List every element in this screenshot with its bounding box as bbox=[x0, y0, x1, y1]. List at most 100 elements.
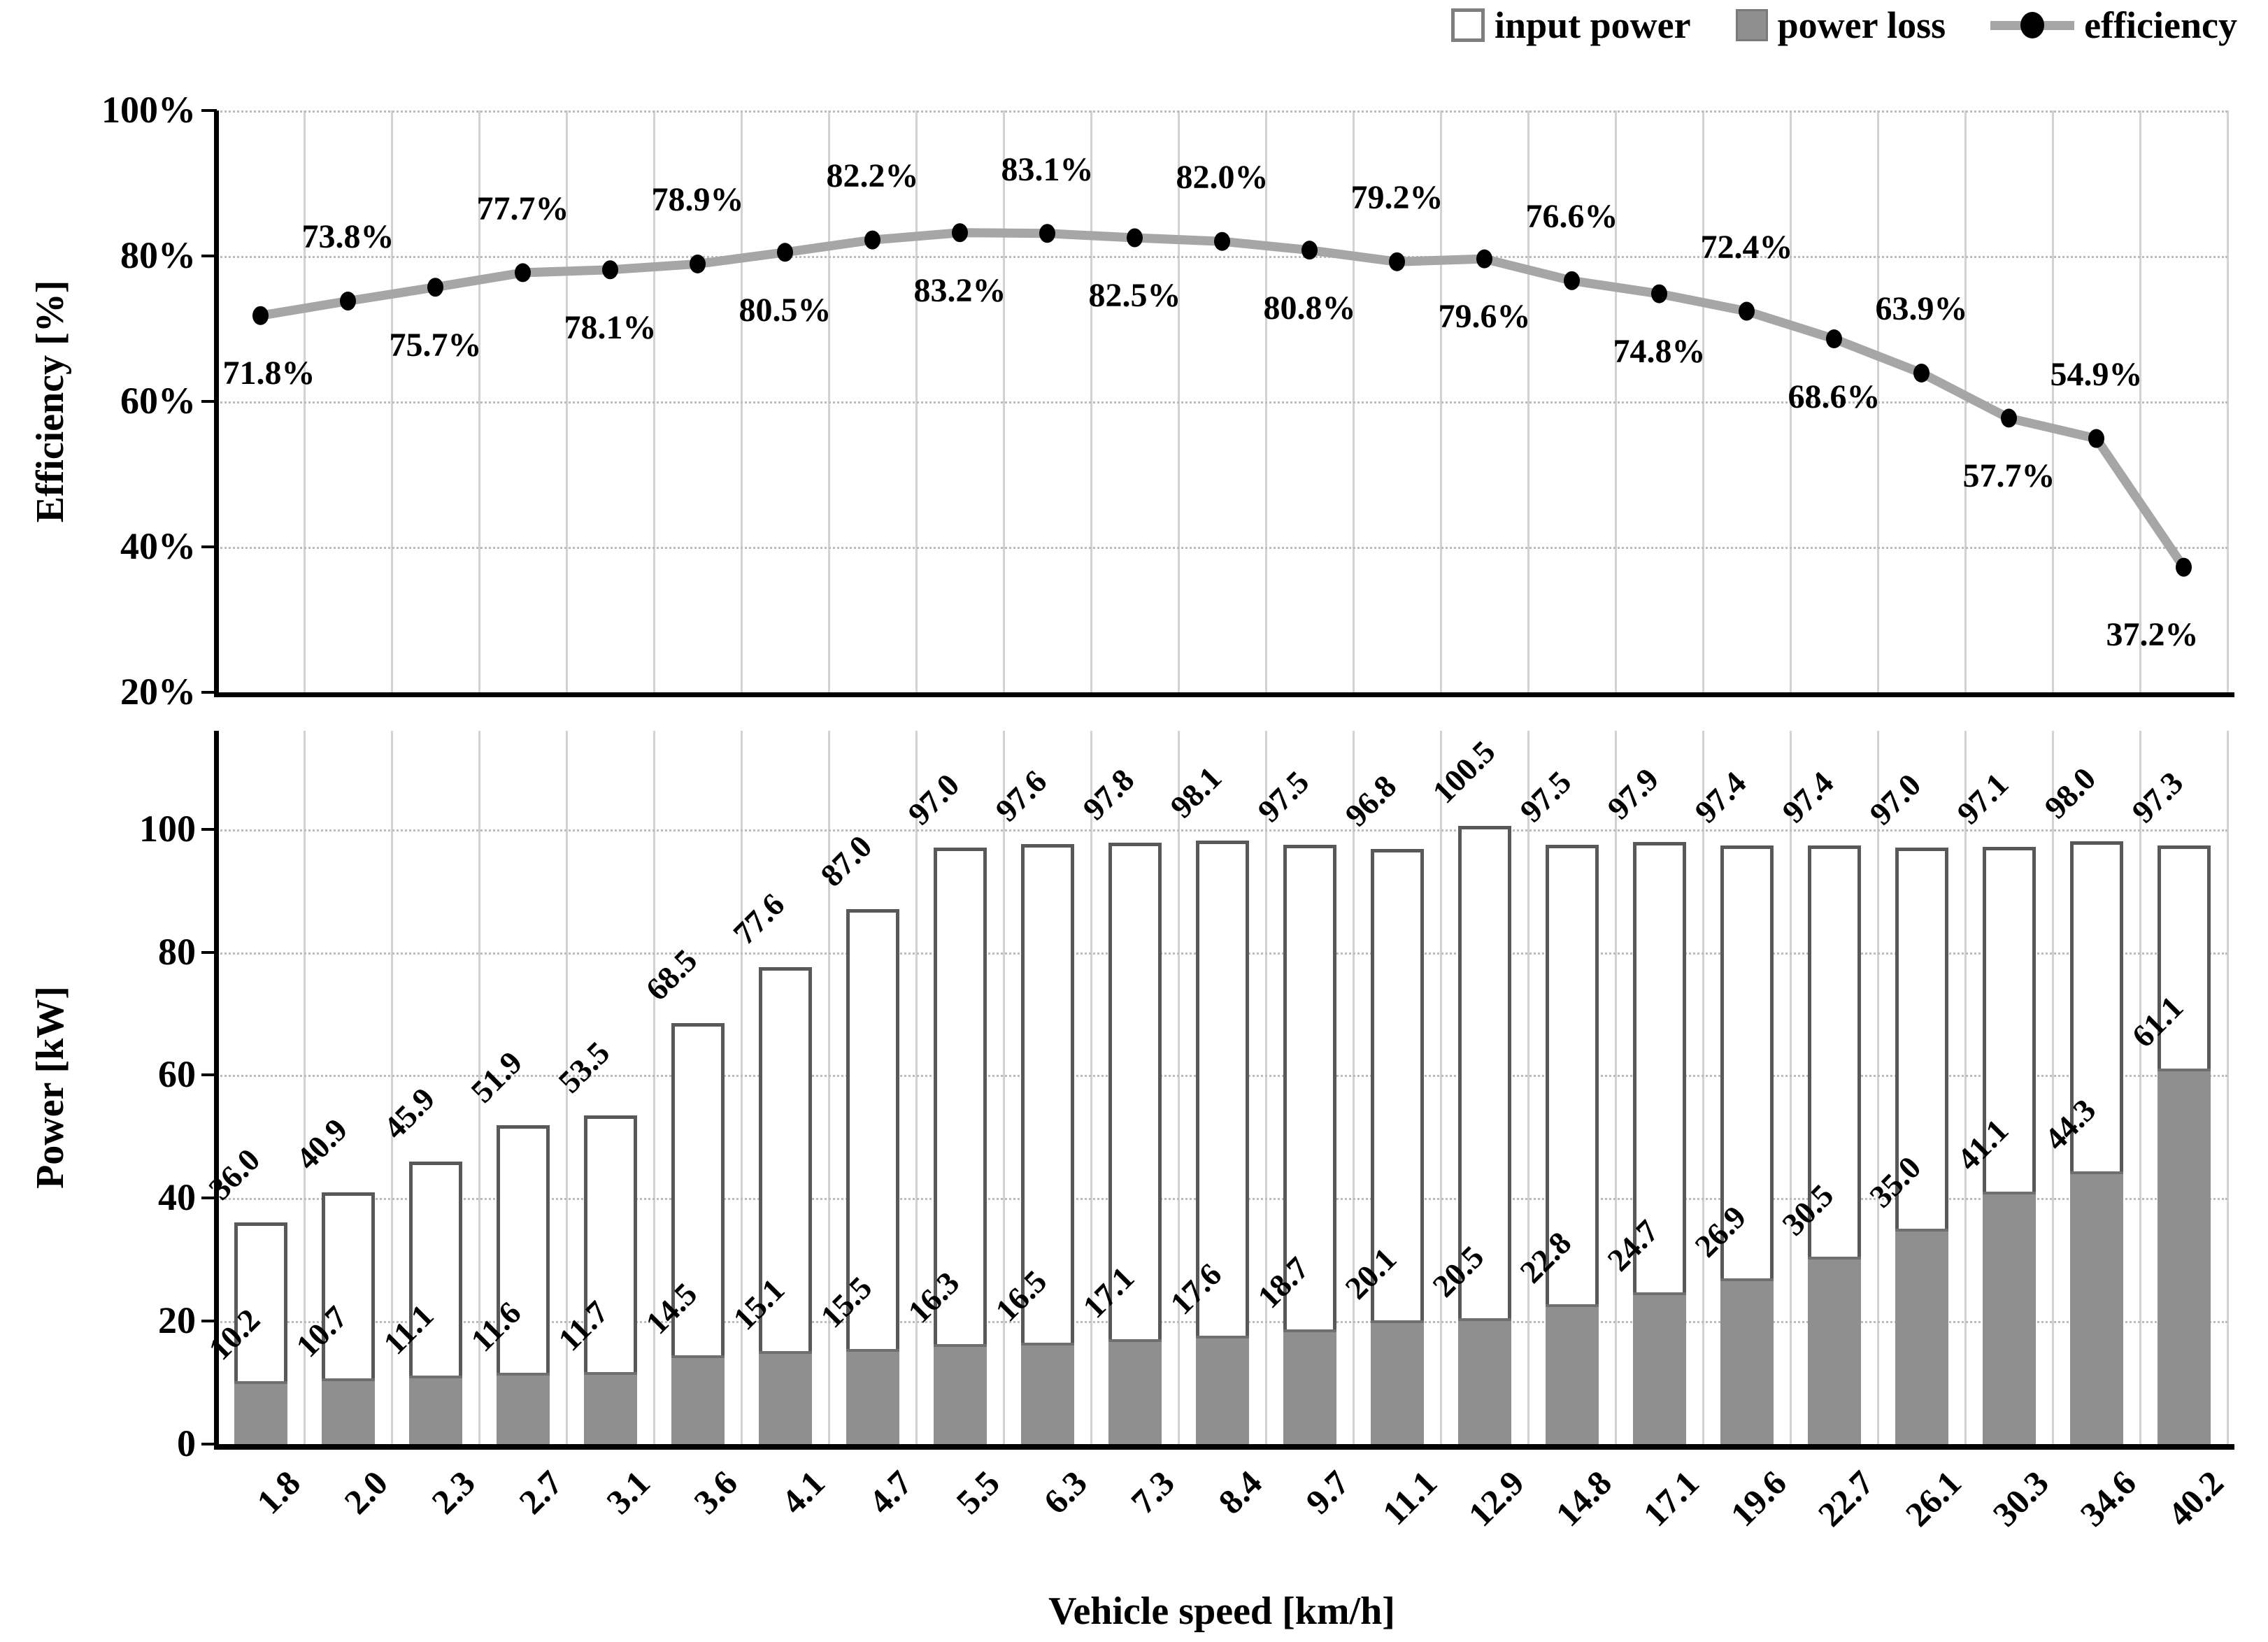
legend-label-efficiency: efficiency bbox=[2084, 4, 2237, 46]
gridline-vertical bbox=[478, 731, 480, 1444]
gridline-vertical bbox=[2052, 731, 2054, 1444]
efficiency-y-tick-label: 40% bbox=[120, 525, 196, 567]
efficiency-marker bbox=[1564, 271, 1580, 290]
power-loss-bar bbox=[1982, 1191, 2036, 1444]
efficiency-marker bbox=[1826, 329, 1842, 349]
efficiency-marker bbox=[2176, 557, 2192, 577]
efficiency-marker bbox=[1039, 224, 1055, 243]
power-y-tick-mark bbox=[201, 1320, 217, 1323]
efficiency-marker bbox=[1301, 241, 1318, 260]
efficiency-marker bbox=[1127, 228, 1143, 248]
power-y-tick-label: 60 bbox=[158, 1053, 196, 1096]
efficiency-point-label: 76.6% bbox=[1525, 198, 1618, 236]
power-loss-bar bbox=[321, 1378, 375, 1444]
power-loss-bar bbox=[1195, 1336, 1249, 1444]
gridline-vertical bbox=[304, 731, 306, 1444]
gridline-vertical bbox=[1178, 731, 1180, 1444]
power-loss-bar bbox=[1370, 1320, 1424, 1444]
gridline-vertical bbox=[1790, 731, 1792, 1444]
efficiency-y-tick-mark bbox=[201, 691, 217, 694]
gridline-vertical bbox=[1265, 731, 1267, 1444]
power-loss-bar bbox=[1895, 1229, 1948, 1444]
gridline-horizontal bbox=[217, 401, 2227, 404]
efficiency-marker bbox=[252, 306, 269, 325]
gridline-vertical bbox=[2139, 731, 2141, 1444]
gridline-vertical bbox=[391, 731, 393, 1444]
gridline-vertical bbox=[1702, 731, 1704, 1444]
efficiency-y-tick-label: 100% bbox=[101, 89, 196, 131]
efficiency-marker bbox=[690, 254, 706, 273]
power-loss-bar bbox=[583, 1372, 637, 1444]
power-y-tick-mark bbox=[201, 827, 217, 831]
efficiency-y-tick-mark bbox=[201, 109, 217, 112]
x-axis-title: Vehicle speed [km/h] bbox=[1048, 1590, 1395, 1633]
power-loss-bar bbox=[2069, 1171, 2123, 1444]
gridline-vertical bbox=[915, 731, 918, 1444]
efficiency-point-label: 73.8% bbox=[301, 218, 394, 256]
power-loss-bar bbox=[671, 1355, 725, 1444]
efficiency-point-label: 75.7% bbox=[389, 326, 482, 364]
efficiency-point-label: 37.2% bbox=[2106, 616, 2199, 654]
power-loss-bar bbox=[1457, 1318, 1511, 1444]
efficiency-marker bbox=[864, 230, 880, 250]
power-loss-bar bbox=[1108, 1338, 1162, 1444]
efficiency-marker bbox=[2088, 429, 2104, 448]
gridline-vertical bbox=[2227, 110, 2229, 692]
legend-item-efficiency: efficiency bbox=[1990, 4, 2237, 46]
efficiency-point-label: 63.9% bbox=[1875, 290, 1968, 328]
gridline-horizontal bbox=[217, 547, 2227, 549]
efficiency-point-label: 82.2% bbox=[826, 157, 919, 195]
efficiency-y-tick-mark bbox=[201, 545, 217, 548]
efficiency-point-label: 78.9% bbox=[651, 181, 744, 219]
power-loss-bar bbox=[2157, 1068, 2211, 1444]
power-loss-bar bbox=[1020, 1342, 1074, 1444]
efficiency-point-label: 83.2% bbox=[913, 271, 1006, 309]
power-loss-bar bbox=[1807, 1256, 1861, 1444]
power-y-tick-mark bbox=[201, 1197, 217, 1200]
efficiency-marker bbox=[777, 243, 793, 262]
gridline-vertical bbox=[1003, 731, 1005, 1444]
efficiency-marker bbox=[1651, 284, 1667, 304]
efficiency-point-label: 72.4% bbox=[1700, 229, 1793, 266]
efficiency-marker bbox=[340, 291, 356, 310]
efficiency-point-label: 54.9% bbox=[2050, 356, 2143, 394]
efficiency-y-tick-mark bbox=[201, 255, 217, 257]
power-y-tick-mark bbox=[201, 1073, 217, 1077]
gridline-vertical bbox=[1440, 731, 1442, 1444]
legend-label-input-power: input power bbox=[1495, 4, 1691, 46]
power-y-tick-label: 40 bbox=[158, 1176, 196, 1219]
efficiency-point-label: 71.8% bbox=[222, 355, 315, 392]
gridline-vertical bbox=[741, 731, 743, 1444]
gridline-vertical bbox=[2227, 731, 2229, 1444]
power-loss-bar bbox=[1283, 1329, 1336, 1444]
gridline-horizontal bbox=[217, 110, 2227, 113]
power-loss-swatch-icon bbox=[1735, 9, 1768, 41]
efficiency-marker bbox=[602, 260, 618, 280]
legend: input power power loss efficiency bbox=[1451, 4, 2237, 46]
efficiency-y-tick-label: 80% bbox=[120, 234, 196, 276]
power-x-axis-line bbox=[214, 1444, 2234, 1450]
power-y-tick-label: 100 bbox=[139, 807, 196, 850]
gridline-vertical bbox=[653, 731, 655, 1444]
power-y-tick-label: 0 bbox=[177, 1422, 196, 1464]
efficiency-point-label: 80.8% bbox=[1263, 289, 1356, 327]
efficiency-y-tick-label: 20% bbox=[120, 671, 196, 713]
input-power-swatch-icon bbox=[1451, 8, 1485, 42]
efficiency-marker bbox=[2001, 408, 2017, 428]
power-loss-bar bbox=[758, 1351, 812, 1444]
efficiency-point-label: 78.1% bbox=[564, 308, 657, 346]
efficiency-point-label: 83.1% bbox=[1001, 150, 1094, 188]
power-y-axis-title: Power [kW] bbox=[29, 986, 72, 1189]
efficiency-y-axis-line bbox=[214, 110, 219, 697]
power-y-tick-mark bbox=[201, 950, 217, 954]
gridline-vertical bbox=[1353, 731, 1355, 1444]
power-loss-bar bbox=[1545, 1304, 1599, 1444]
efficiency-y-tick-label: 60% bbox=[120, 380, 196, 422]
gridline-vertical bbox=[1877, 731, 1879, 1444]
efficiency-marker bbox=[1476, 249, 1492, 269]
gridline-vertical bbox=[1090, 731, 1092, 1444]
gridline-vertical bbox=[566, 731, 568, 1444]
power-loss-bar bbox=[1720, 1278, 1774, 1444]
